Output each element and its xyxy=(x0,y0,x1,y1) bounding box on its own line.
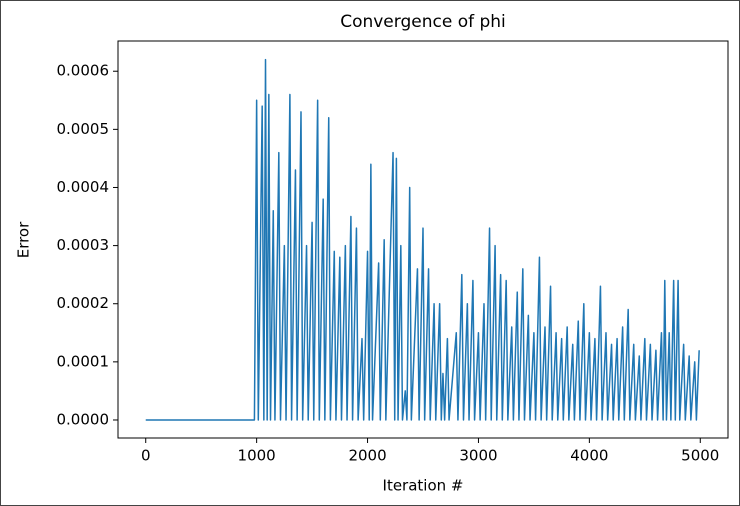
y-tick-label: 0.0006 xyxy=(57,62,110,80)
y-tick-label: 0.0003 xyxy=(57,236,110,254)
y-tick-label: 0.0001 xyxy=(57,352,110,370)
chart-title: Convergence of phi xyxy=(340,12,506,32)
y-tick-label: 0.0002 xyxy=(57,294,110,312)
y-axis-label: Error xyxy=(15,221,33,258)
x-tick-label: 1000 xyxy=(238,447,276,465)
x-axis-label: Iteration # xyxy=(383,477,464,495)
y-tick-label: 0.0005 xyxy=(57,120,110,138)
x-tick-label: 2000 xyxy=(348,447,386,465)
x-tick-label: 4000 xyxy=(570,447,608,465)
y-tick-label: 0.0000 xyxy=(57,410,110,428)
y-tick-label: 0.0004 xyxy=(57,178,110,196)
data-line xyxy=(145,58,700,421)
plot-frame xyxy=(117,40,729,439)
x-tick-label: 5000 xyxy=(681,447,719,465)
x-tick-label: 0 xyxy=(141,447,151,465)
x-tick-label: 3000 xyxy=(459,447,497,465)
